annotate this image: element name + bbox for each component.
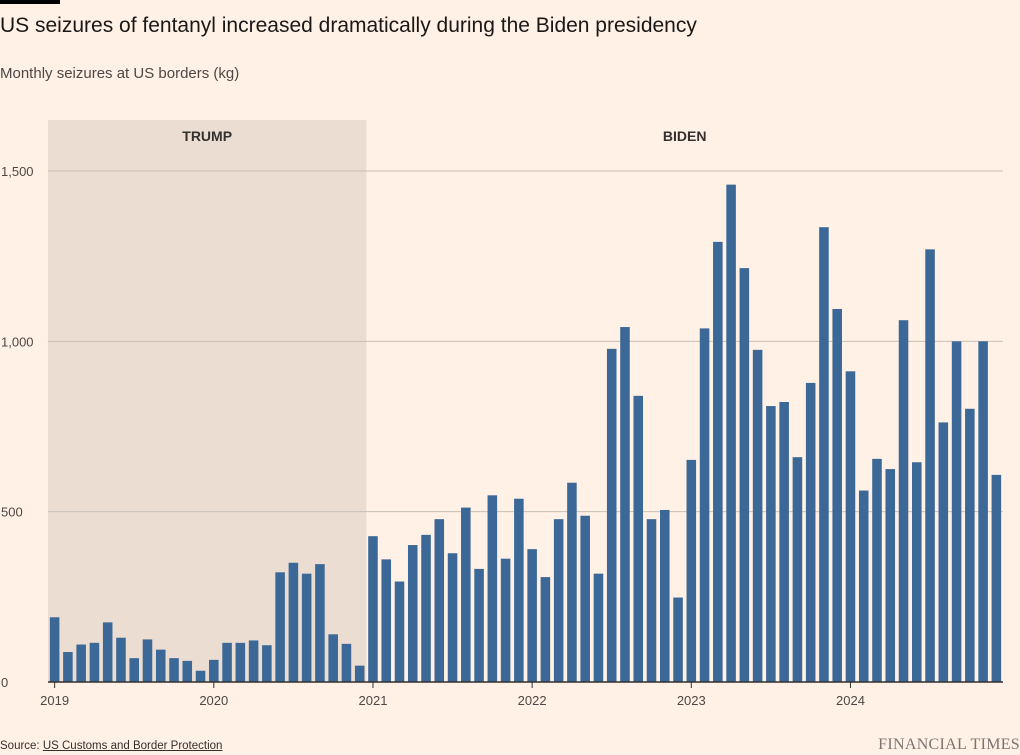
bar <box>487 495 498 682</box>
bar <box>686 459 697 682</box>
bar <box>129 658 139 682</box>
bar <box>407 545 418 682</box>
bar <box>527 549 537 682</box>
bar <box>885 469 896 682</box>
bar <box>779 401 789 682</box>
bar <box>819 227 829 682</box>
period-label-biden: BIDEN <box>663 128 707 144</box>
bar <box>540 577 551 682</box>
bar <box>328 634 338 682</box>
bar <box>951 341 962 682</box>
period-label-trump: TRUMP <box>182 128 232 144</box>
bar <box>262 645 272 682</box>
bar <box>76 644 86 682</box>
bar <box>805 382 816 682</box>
bar <box>606 348 617 682</box>
ft-logo: FINANCIAL TIMES <box>878 736 1020 753</box>
bar <box>461 507 471 682</box>
bar <box>447 553 458 682</box>
x-tick-label: 2020 <box>199 693 228 708</box>
bar <box>142 639 153 682</box>
bar <box>699 328 710 682</box>
x-tick-label: 2019 <box>40 693 69 708</box>
bar <box>925 249 935 682</box>
bar <box>713 241 723 682</box>
bar <box>514 498 524 682</box>
chart-subtitle: Monthly seizures at US borders (kg) <box>0 65 240 82</box>
y-tick-label: 500 <box>1 505 23 520</box>
bar <box>567 482 577 682</box>
bar <box>726 184 736 683</box>
bar <box>474 568 484 682</box>
bar <box>739 268 750 682</box>
bar <box>381 559 392 682</box>
bar <box>89 642 100 682</box>
bar <box>766 406 776 682</box>
period-shade-trump <box>48 120 367 682</box>
bar <box>315 564 325 682</box>
source-prefix: Source: <box>0 740 43 752</box>
bar <box>354 665 365 682</box>
bar <box>275 572 285 682</box>
bar <box>421 534 431 682</box>
bar <box>500 558 511 682</box>
bar <box>288 562 299 682</box>
bar <box>633 395 644 682</box>
bar <box>898 320 909 682</box>
bar <box>792 457 803 682</box>
bar <box>752 349 763 682</box>
bar <box>248 640 259 682</box>
top-rule <box>0 0 60 4</box>
y-tick-label: 1,000 <box>1 334 34 349</box>
bar <box>553 519 564 682</box>
bar <box>938 422 949 682</box>
bar <box>195 670 206 682</box>
chart-title: US seizures of fentanyl increased dramat… <box>0 14 697 37</box>
bar <box>116 637 126 682</box>
bar <box>102 622 113 682</box>
bar <box>646 519 657 682</box>
bar <box>341 643 352 682</box>
y-tick-label: 1,500 <box>1 164 34 179</box>
source-note: Source: US Customs and Border Protection <box>0 740 222 752</box>
x-tick-label: 2022 <box>518 693 547 708</box>
bar <box>368 536 378 682</box>
bar <box>620 327 630 682</box>
bar <box>912 462 922 682</box>
bar <box>858 490 869 682</box>
x-tick-label: 2024 <box>836 693 865 708</box>
bar <box>222 642 232 682</box>
bar <box>593 573 604 682</box>
bar-chart: TRUMP BIDEN 0 500 1,000 1,500 2019 2020 2021 2022… <box>1 120 1003 708</box>
bar <box>63 652 73 682</box>
bar <box>434 519 445 682</box>
x-tick-label: 2021 <box>359 693 388 708</box>
bar <box>965 408 975 682</box>
bar <box>872 458 882 682</box>
bar <box>182 660 193 682</box>
source-link[interactable]: US Customs and Border Protection <box>42 740 223 752</box>
bar <box>155 649 166 682</box>
bar <box>673 597 683 682</box>
y-tick-label: 0 <box>1 675 8 690</box>
bar <box>235 642 246 682</box>
bar <box>659 509 670 682</box>
x-tick-label: 2023 <box>677 693 706 708</box>
bar <box>394 581 405 682</box>
bar <box>301 573 312 682</box>
bar <box>845 371 856 682</box>
bar <box>169 658 179 682</box>
bar <box>580 515 590 682</box>
bar <box>991 474 1002 682</box>
bar <box>49 617 60 682</box>
bar <box>832 308 842 682</box>
bar <box>209 659 219 682</box>
bar <box>978 341 988 682</box>
